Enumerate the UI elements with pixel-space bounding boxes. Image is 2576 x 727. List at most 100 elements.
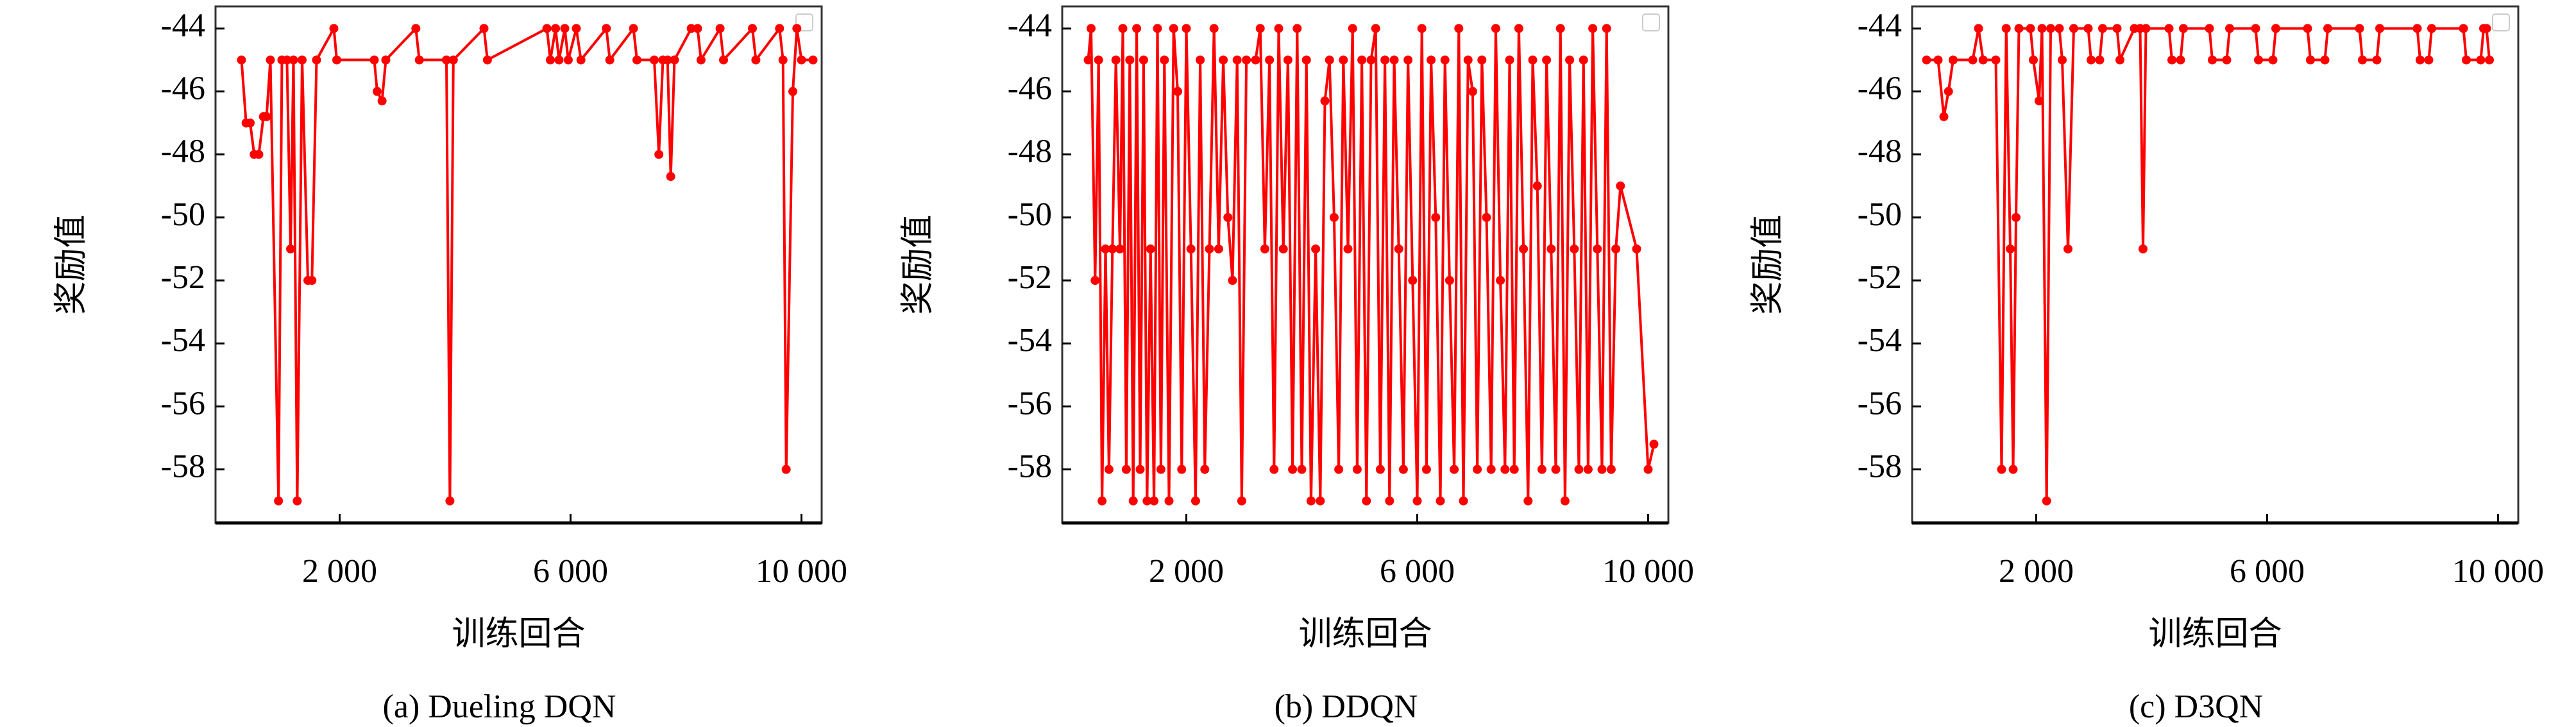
data-point [1169, 24, 1178, 33]
data-point [2179, 24, 2188, 33]
y-tick-label: -48 [1858, 133, 1902, 170]
data-point [262, 112, 271, 121]
data-point [1408, 276, 1418, 286]
data-point [693, 24, 702, 33]
data-point [778, 55, 788, 65]
data-point [1125, 55, 1135, 65]
data-point [748, 24, 757, 33]
data-point [2482, 24, 2491, 33]
data-point [1417, 24, 1427, 33]
data-point [2320, 55, 2330, 65]
y-axis-label: 奖励值 [1750, 214, 1786, 314]
data-point [1922, 55, 1931, 65]
data-point [1643, 465, 1653, 474]
y-tick-label: -54 [1008, 322, 1052, 359]
data-point [1334, 465, 1344, 474]
data-point [1115, 244, 1124, 253]
data-point [1297, 465, 1307, 474]
data-point [1104, 465, 1114, 474]
data-point [369, 55, 379, 65]
x-tick-label: 6 000 [1380, 553, 1455, 590]
data-point [2372, 55, 2382, 65]
data-point [1463, 55, 1473, 65]
data-point [2208, 55, 2217, 65]
data-point [1385, 496, 1394, 506]
data-point [1602, 24, 1611, 33]
data-point [1173, 87, 1182, 96]
data-point [1177, 465, 1187, 474]
data-point [1146, 244, 1155, 253]
subplot-caption: (a) Dueling DQN [383, 689, 616, 725]
x-tick-label: 10 000 [756, 553, 847, 590]
data-point [2014, 24, 2024, 33]
data-point [1269, 465, 1279, 474]
data-point [554, 55, 564, 65]
data-point [1560, 496, 1570, 506]
data-point [1486, 465, 1496, 474]
data-point [1083, 55, 1093, 65]
data-point [2427, 24, 2436, 33]
data-point [1339, 55, 1348, 65]
data-point [2012, 212, 2021, 222]
data-point [572, 24, 581, 33]
y-tick-label: -52 [1008, 259, 1052, 296]
data-point [1570, 244, 1579, 253]
data-point [1579, 55, 1588, 65]
data-point [1933, 55, 1943, 65]
data-point [377, 96, 387, 106]
data-point [1362, 496, 1371, 506]
data-point [696, 55, 706, 65]
data-point [2271, 24, 2280, 33]
data-point [1191, 496, 1200, 506]
y-tick-label: -58 [161, 448, 205, 484]
data-point [312, 55, 321, 65]
data-point [1118, 24, 1128, 33]
data-point [1500, 465, 1510, 474]
y-tick-label: -50 [161, 196, 205, 233]
data-point [2355, 24, 2364, 33]
data-point [1519, 244, 1529, 253]
data-point [1343, 244, 1353, 253]
data-point [666, 172, 675, 182]
data-point [2485, 55, 2494, 65]
data-point [1394, 244, 1403, 253]
data-point [1555, 24, 1565, 33]
data-point [381, 55, 391, 65]
x-axis-label: 训练回合 [1298, 616, 1432, 653]
data-point [1445, 276, 1454, 286]
data-point [1371, 24, 1380, 33]
y-axis-label: 奖励值 [53, 214, 90, 314]
data-point [1565, 55, 1575, 65]
data-point [1101, 244, 1110, 253]
data-point [1597, 465, 1607, 474]
data-point [2035, 96, 2044, 106]
data-point [2098, 24, 2107, 33]
data-point [1205, 244, 1214, 253]
data-point [1398, 465, 1408, 474]
data-point [546, 55, 555, 65]
data-point [1459, 496, 1468, 506]
y-tick-label: -48 [161, 133, 205, 170]
data-point [602, 24, 611, 33]
data-point [2046, 24, 2055, 33]
data-point [1632, 244, 1641, 253]
data-point [2462, 55, 2471, 65]
legend-box [1642, 13, 1660, 31]
data-point [2323, 24, 2332, 33]
data-point [1974, 24, 1983, 33]
data-point [411, 24, 421, 33]
data-point [2412, 24, 2422, 33]
data-point [719, 55, 728, 65]
data-point [274, 496, 284, 506]
y-tick-label: -44 [1008, 7, 1052, 44]
data-point [1496, 276, 1505, 286]
data-point [1209, 24, 1219, 33]
data-point [2112, 24, 2122, 33]
data-point [2424, 55, 2434, 65]
data-point [1108, 244, 1117, 253]
data-point [1153, 24, 1162, 33]
y-tick-label: -58 [1858, 448, 1902, 484]
data-point [1528, 55, 1538, 65]
data-point [1156, 465, 1165, 474]
data-point [1939, 112, 1949, 121]
